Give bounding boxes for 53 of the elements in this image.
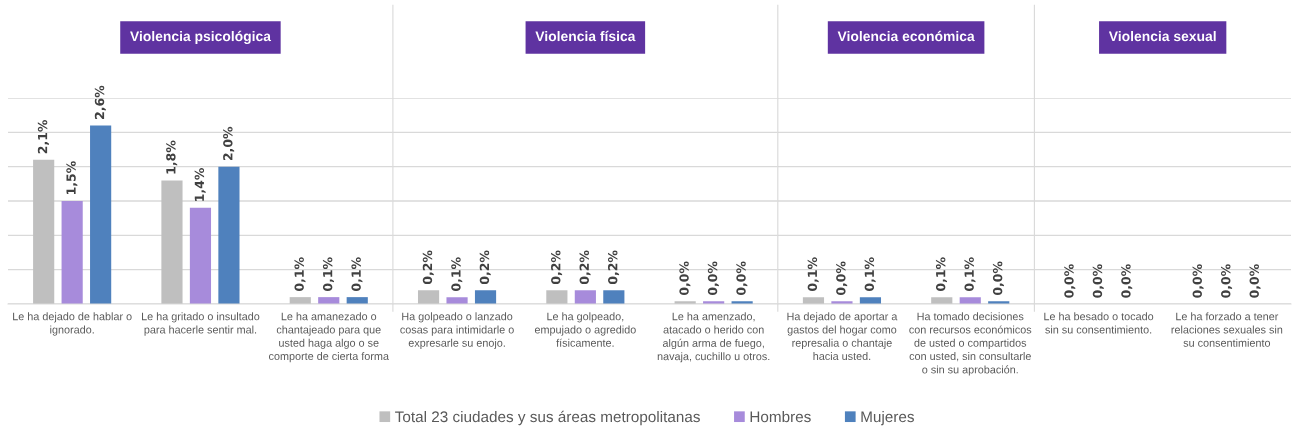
data-label: 0,0% [1221,264,1233,298]
legend-label: Hombres [750,410,811,423]
data-label: 0,1% [322,257,334,291]
data-label: 0,2% [608,250,620,285]
data-label: 0,0% [707,261,719,296]
data-label: 2,6% [94,85,106,119]
data-label: 0,1% [807,257,819,291]
x-tick-label: Le ha amanezado o chantajeado para que usted haga algo o se comporte de cierta forma [269,312,389,363]
data-label: 0,0% [1249,264,1261,298]
data-label: 0,0% [1064,264,1076,298]
data-label: 0,2% [479,250,491,285]
data-label: 1,4% [194,168,206,201]
chart-title: Violencia física [535,30,636,42]
bar [61,201,83,304]
chart-title: Violencia psicológica [130,30,272,44]
data-label: 0,1% [964,257,976,291]
data-label: 0,1% [451,257,463,291]
bar [218,166,240,304]
x-tick-label: Le ha dejado de hablar o ignorado. [13,312,132,336]
data-label: 0,2% [422,250,434,285]
data-label: 0,0% [679,261,691,296]
data-label: 0,0% [836,261,848,296]
x-tick-label: Ha golpeado o lanzado cosas para intimidarle o expresarle su enojo. [400,312,514,349]
x-tick-label: Le ha amenzado, atacado o herido con algún arma de fuego, navaja, cuchillo u otros. [657,312,770,363]
data-label: 0,0% [1092,264,1104,298]
data-label: 2,0% [223,126,235,161]
legend-label: Mujeres [861,410,914,426]
chart-title: Violencia económica [837,30,975,42]
category-label: Le ha besado o tocado sin su consentimiento. [1044,312,1154,334]
data-label: 0,0% [992,261,1004,296]
text: Violencia sexual [1108,30,1216,42]
bar [161,180,183,304]
data-label: 0,1% [935,257,947,291]
data-label: 0,2% [579,250,591,285]
data-label: 0,0% [736,261,748,296]
x-tick-label: Ha tomado decisiones con recursos económicos de usted o compartidos con usted, sin consultarle o sin su aprobación. [909,312,1032,376]
bar [90,125,112,304]
x-tick-label: Le ha gritado o insultado para hacerle sentir mal. [142,312,260,336]
legend-label: Total 23 ciudades y sus áreas metropolitanas [395,410,700,426]
data-label: 0,2% [551,250,563,285]
data-label: 2,1% [37,119,49,154]
category-label: Le ha forzado a tener relaciones sexuales sin su consentimiento [1171,312,1283,347]
data-label: 0,0% [1121,264,1133,298]
data-label: 0,0% [1192,264,1204,298]
bar [189,207,212,304]
data-label: 0,1% [294,257,306,291]
data-label: 1,5% [66,161,78,195]
data-label: 1,8% [166,140,178,174]
data-label: 0,1% [351,257,363,291]
x-tick-label: Le ha golpeado, empujado o agredido físicamente. [534,312,636,347]
x-tick-label: Ha dejado de aportar a gastos del hogar como represalia o chantaje hacia usted. [787,312,898,361]
bar [33,159,55,304]
data-label: 0,1% [864,257,876,291]
